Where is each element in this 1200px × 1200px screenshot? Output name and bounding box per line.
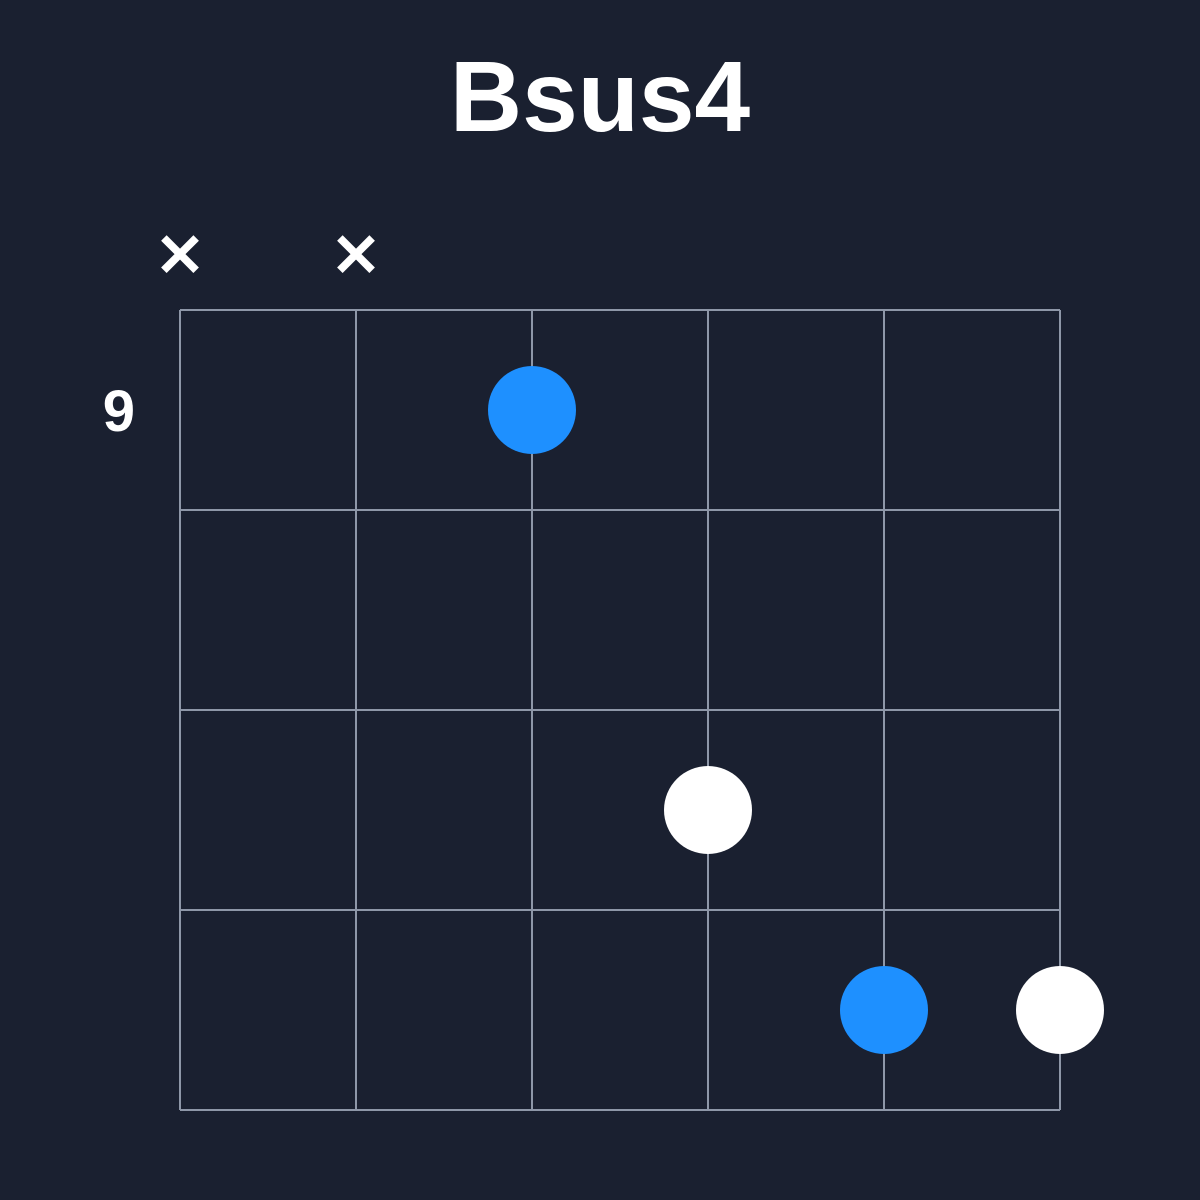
chord-diagram: Bsus4 9 ✕✕ bbox=[0, 0, 1200, 1200]
note-dot bbox=[664, 766, 752, 854]
mute-x-icon: ✕ bbox=[155, 222, 205, 289]
root-note-dot bbox=[488, 366, 576, 454]
note-dot bbox=[1016, 966, 1104, 1054]
root-note-dot bbox=[840, 966, 928, 1054]
fretboard-svg: ✕✕ bbox=[0, 0, 1200, 1200]
mute-x-icon: ✕ bbox=[331, 222, 381, 289]
